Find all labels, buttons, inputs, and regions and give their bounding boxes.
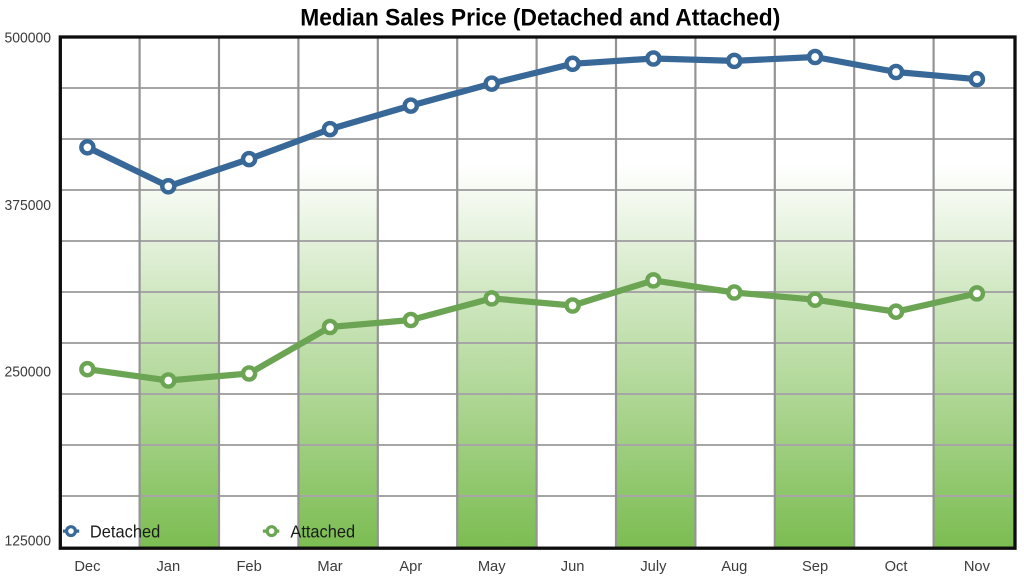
svg-text:Nov: Nov	[964, 559, 991, 575]
svg-text:Jan: Jan	[156, 559, 180, 575]
svg-text:375000: 375000	[5, 198, 52, 214]
svg-text:500000: 500000	[5, 30, 52, 46]
svg-text:Mar: Mar	[317, 559, 342, 575]
svg-text:250000: 250000	[5, 365, 52, 381]
svg-text:May: May	[478, 559, 506, 575]
svg-text:Sep: Sep	[802, 559, 828, 575]
svg-text:Apr: Apr	[399, 559, 422, 575]
svg-text:Oct: Oct	[885, 559, 908, 575]
svg-text:Jun: Jun	[561, 559, 585, 575]
svg-text:Dec: Dec	[74, 559, 100, 575]
svg-text:125000: 125000	[5, 533, 52, 549]
svg-text:Aug: Aug	[721, 559, 747, 575]
svg-text:Detached: Detached	[90, 522, 160, 542]
svg-text:Attached: Attached	[290, 522, 355, 542]
svg-text:Median Sales Price (Detached a: Median Sales Price (Detached and Attache…	[300, 4, 780, 31]
svg-text:July: July	[640, 559, 667, 575]
svg-text:Feb: Feb	[236, 559, 261, 575]
